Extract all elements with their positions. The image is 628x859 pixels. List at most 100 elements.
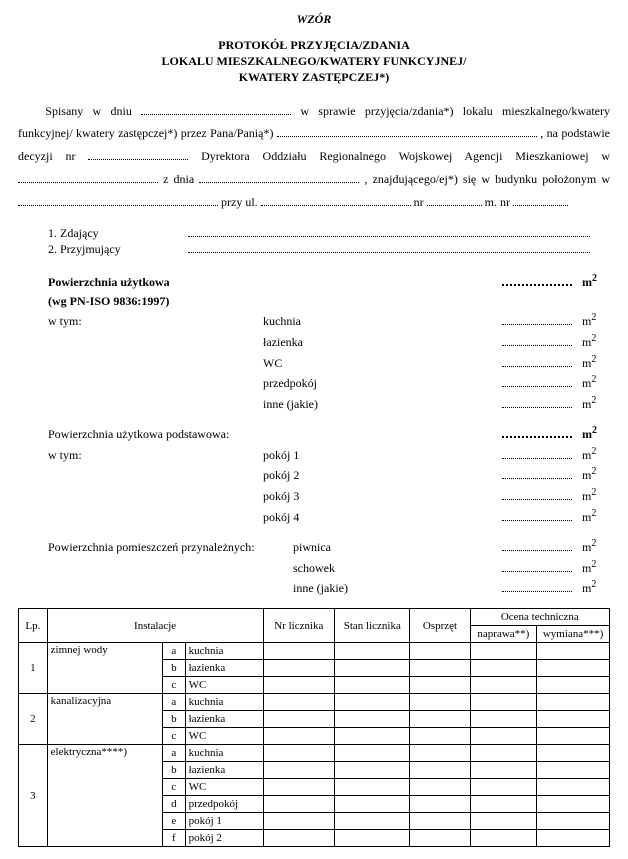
cell-blank[interactable] [263,694,335,711]
cell-blank[interactable] [263,660,335,677]
unit: m2 [582,444,610,465]
cell-blank[interactable] [470,762,537,779]
document-marker: WZÓR [18,12,610,27]
cell-blank[interactable] [537,830,610,847]
area-val[interactable] [502,335,572,346]
intro-text: Dyrektora Oddziału Regionalnego Wojskowe… [201,149,610,163]
cell-blank[interactable] [470,694,537,711]
cell-blank[interactable] [410,745,470,762]
cell-blank[interactable] [335,762,410,779]
blank-flat-nr[interactable] [513,194,568,206]
cell-blank[interactable] [335,660,410,677]
cell-blank[interactable] [410,762,470,779]
cell-blank[interactable] [335,813,410,830]
cell-blank[interactable] [263,762,335,779]
cell-blank[interactable] [537,660,610,677]
cell-blank[interactable] [335,830,410,847]
area-val[interactable] [502,314,572,325]
cell-blank[interactable] [410,643,470,660]
area-val[interactable] [502,355,572,366]
cell-room: łazienka [185,711,263,728]
area-val[interactable] [502,509,572,520]
cell-blank[interactable] [470,643,537,660]
area-val[interactable] [502,561,572,572]
cell-blank[interactable] [335,728,410,745]
cell-blank[interactable] [537,711,610,728]
cell-blank[interactable] [335,694,410,711]
intro-text: przy ul. [221,195,261,209]
cell-blank[interactable] [335,779,410,796]
cell-blank[interactable] [410,728,470,745]
people-line-przyjmujacy[interactable] [188,241,590,253]
blank-decision-nr[interactable] [88,148,188,160]
cell-blank[interactable] [335,796,410,813]
cell-blank[interactable] [410,711,470,728]
hdr-ocena: Ocena techniczna [470,609,609,626]
cell-blank[interactable] [263,643,335,660]
cell-blank[interactable] [470,830,537,847]
cell-blank[interactable] [263,728,335,745]
cell-blank[interactable] [263,830,335,847]
blank-building-loc[interactable] [18,194,218,206]
cell-blank[interactable] [537,728,610,745]
cell-blank[interactable] [263,796,335,813]
cell-blank[interactable] [537,779,610,796]
cell-blank[interactable] [470,796,537,813]
blank-city[interactable] [18,171,158,183]
area-useful: Powierzchnia użytkowa m2 (wg PN-ISO 9836… [18,271,610,413]
cell-blank[interactable] [410,813,470,830]
area-useful-note: (wg PN-ISO 9836:1997) [18,292,263,311]
cell-blank[interactable] [263,779,335,796]
cell-blank[interactable] [263,745,335,762]
cell-blank[interactable] [335,711,410,728]
area-val[interactable] [502,397,572,408]
area-val[interactable] [502,540,572,551]
cell-blank[interactable] [470,745,537,762]
cell-blank[interactable] [470,779,537,796]
blank-date[interactable] [141,103,291,115]
cell-blank[interactable] [537,745,610,762]
area-val[interactable] [502,468,572,479]
cell-blank[interactable] [470,677,537,694]
people-line-zdajacy[interactable] [188,226,590,238]
area-val[interactable] [502,489,572,500]
cell-blank[interactable] [537,813,610,830]
cell-blank[interactable] [263,677,335,694]
cell-blank[interactable] [410,660,470,677]
area-val[interactable] [502,376,572,387]
cell-blank[interactable] [537,796,610,813]
area-val[interactable] [502,581,572,592]
cell-blank[interactable] [410,830,470,847]
area-useful-total[interactable] [502,274,572,286]
cell-blank[interactable] [335,677,410,694]
blank-person[interactable] [277,126,537,138]
cell-blank[interactable] [410,694,470,711]
cell-blank[interactable] [537,694,610,711]
area-incl: w tym: [18,312,263,331]
cell-blank[interactable] [470,728,537,745]
cell-blank[interactable] [537,643,610,660]
cell-blank[interactable] [335,643,410,660]
blank-date2[interactable] [199,171,359,183]
area-basic-total[interactable] [502,426,572,438]
cell-blank[interactable] [470,660,537,677]
cell-blank[interactable] [470,711,537,728]
intro-text: , znajdującego/ej*) się w budynku położo… [364,172,610,186]
blank-street[interactable] [261,194,411,206]
area-val[interactable] [502,448,572,459]
cell-blank[interactable] [470,813,537,830]
blank-house-nr[interactable] [427,194,482,206]
room: pokój 1 [263,446,378,465]
installations-table: Lp. Instalacje Nr licznika Stan licznika… [18,608,610,847]
unit: m2 [582,271,610,292]
cell-blank[interactable] [335,745,410,762]
unit: m2 [582,557,610,578]
cell-blank[interactable] [537,677,610,694]
cell-blank[interactable] [410,677,470,694]
cell-blank[interactable] [263,711,335,728]
cell-blank[interactable] [410,779,470,796]
cell-blank[interactable] [263,813,335,830]
cell-blank[interactable] [410,796,470,813]
cell-subletter: a [163,694,186,711]
cell-blank[interactable] [537,762,610,779]
